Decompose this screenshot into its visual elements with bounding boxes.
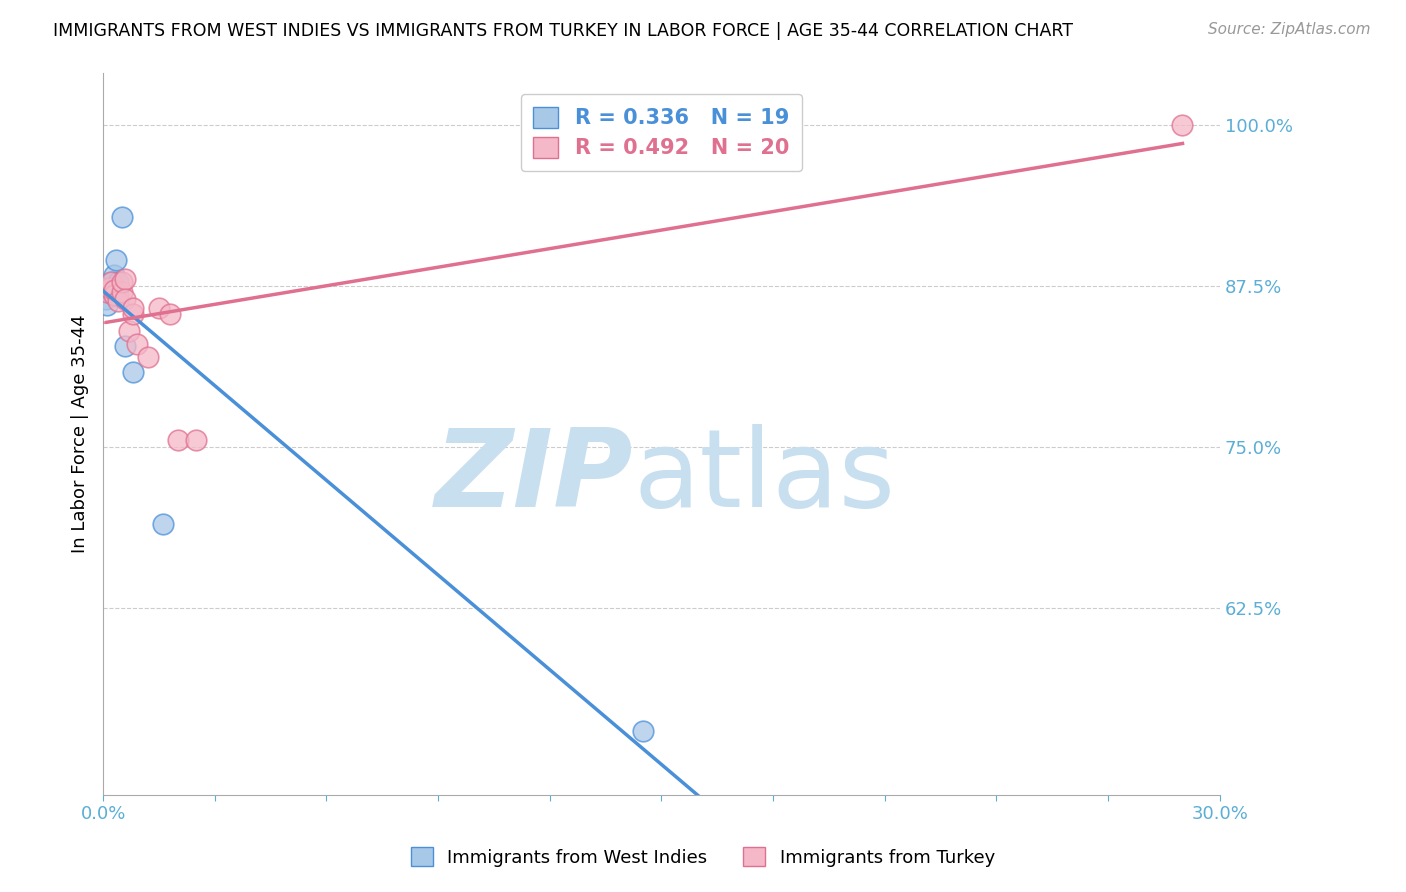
Text: atlas: atlas xyxy=(634,425,896,531)
Point xyxy=(105,252,128,267)
Point xyxy=(96,285,118,300)
Text: ZIP: ZIP xyxy=(434,425,634,531)
Point xyxy=(136,350,159,364)
Point xyxy=(148,301,170,315)
Point xyxy=(111,275,134,289)
Point xyxy=(100,275,122,289)
Point xyxy=(631,723,654,738)
Point xyxy=(100,285,122,300)
Point xyxy=(103,268,125,283)
Point xyxy=(94,292,117,306)
Point xyxy=(107,275,129,289)
Point xyxy=(114,339,136,353)
Point xyxy=(103,287,125,301)
Point xyxy=(107,294,129,309)
Point xyxy=(98,276,121,290)
Point xyxy=(114,272,136,286)
Point xyxy=(107,287,129,301)
Point xyxy=(97,281,120,295)
Point xyxy=(111,211,134,225)
Point xyxy=(118,324,141,338)
Point xyxy=(125,336,148,351)
Point xyxy=(122,307,145,321)
Point xyxy=(114,292,136,306)
Legend: R = 0.336   N = 19, R = 0.492   N = 20: R = 0.336 N = 19, R = 0.492 N = 20 xyxy=(520,95,801,171)
Point xyxy=(122,365,145,379)
Point xyxy=(96,298,118,312)
Point xyxy=(97,281,120,295)
Point xyxy=(111,285,134,300)
Point xyxy=(159,307,181,321)
Point xyxy=(101,275,124,289)
Text: IMMIGRANTS FROM WEST INDIES VS IMMIGRANTS FROM TURKEY IN LABOR FORCE | AGE 35-44: IMMIGRANTS FROM WEST INDIES VS IMMIGRANT… xyxy=(53,22,1073,40)
Point xyxy=(103,287,125,301)
Text: Source: ZipAtlas.com: Source: ZipAtlas.com xyxy=(1208,22,1371,37)
Point xyxy=(101,285,124,300)
Point xyxy=(122,301,145,315)
Point xyxy=(1171,118,1194,132)
Point xyxy=(186,434,208,448)
Point xyxy=(103,277,125,292)
Point xyxy=(166,434,188,448)
Y-axis label: In Labor Force | Age 35-44: In Labor Force | Age 35-44 xyxy=(72,315,89,553)
Point xyxy=(103,283,125,297)
Legend: Immigrants from West Indies, Immigrants from Turkey: Immigrants from West Indies, Immigrants … xyxy=(404,840,1002,874)
Point xyxy=(152,517,174,532)
Point xyxy=(100,275,122,289)
